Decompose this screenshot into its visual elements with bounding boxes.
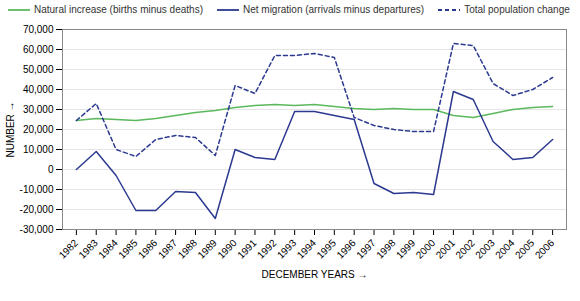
svg-text:1988: 1988 [176, 237, 200, 261]
svg-text:20,000: 20,000 [23, 124, 54, 135]
svg-text:70,000: 70,000 [23, 24, 54, 35]
svg-text:1993: 1993 [275, 237, 299, 261]
svg-text:2000: 2000 [414, 237, 438, 261]
svg-text:1996: 1996 [334, 237, 358, 261]
svg-text:2005: 2005 [513, 237, 537, 261]
svg-text:1994: 1994 [295, 237, 319, 261]
svg-text:1991: 1991 [235, 237, 259, 261]
svg-text:2006: 2006 [533, 237, 557, 261]
html-text:Total population change: Total population change [464, 4, 570, 15]
svg-text:0: 0 [48, 164, 54, 175]
svg-text:1982: 1982 [57, 237, 81, 261]
svg-text:1999: 1999 [394, 237, 418, 261]
svg-text:1990: 1990 [215, 237, 239, 261]
svg-text:1997: 1997 [354, 237, 378, 261]
svg-text:1992: 1992 [255, 237, 279, 261]
svg-text:50,000: 50,000 [23, 64, 54, 75]
svg-text:1987: 1987 [156, 237, 180, 261]
svg-text:1989: 1989 [195, 237, 219, 261]
svg-text:NUMBER →: NUMBER → [5, 101, 16, 157]
svg-text:1995: 1995 [315, 237, 339, 261]
html-text:Net migration (arrivals minus: Net migration (arrivals minus departures… [243, 4, 425, 15]
svg-text:-30,000: -30,000 [20, 224, 54, 235]
svg-text:1985: 1985 [116, 237, 140, 261]
svg-text:10,000: 10,000 [23, 144, 54, 155]
svg-text:-10,000: -10,000 [20, 184, 54, 195]
svg-text:-20,000: -20,000 [20, 204, 54, 215]
svg-text:1984: 1984 [96, 237, 120, 261]
svg-text:60,000: 60,000 [23, 44, 54, 55]
svg-text:DECEMBER YEARS →: DECEMBER YEARS → [262, 269, 368, 280]
svg-text:1983: 1983 [76, 237, 100, 261]
svg-text:30,000: 30,000 [23, 104, 54, 115]
svg-text:2004: 2004 [493, 237, 517, 261]
svg-text:1998: 1998 [374, 237, 398, 261]
svg-text:40,000: 40,000 [23, 84, 54, 95]
html-text:Natural increase (births minus: Natural increase (births minus deaths) [34, 4, 203, 15]
svg-text:1986: 1986 [136, 237, 160, 261]
svg-text:2003: 2003 [473, 237, 497, 261]
svg-text:2002: 2002 [453, 237, 477, 261]
svg-text:2001: 2001 [434, 237, 458, 261]
